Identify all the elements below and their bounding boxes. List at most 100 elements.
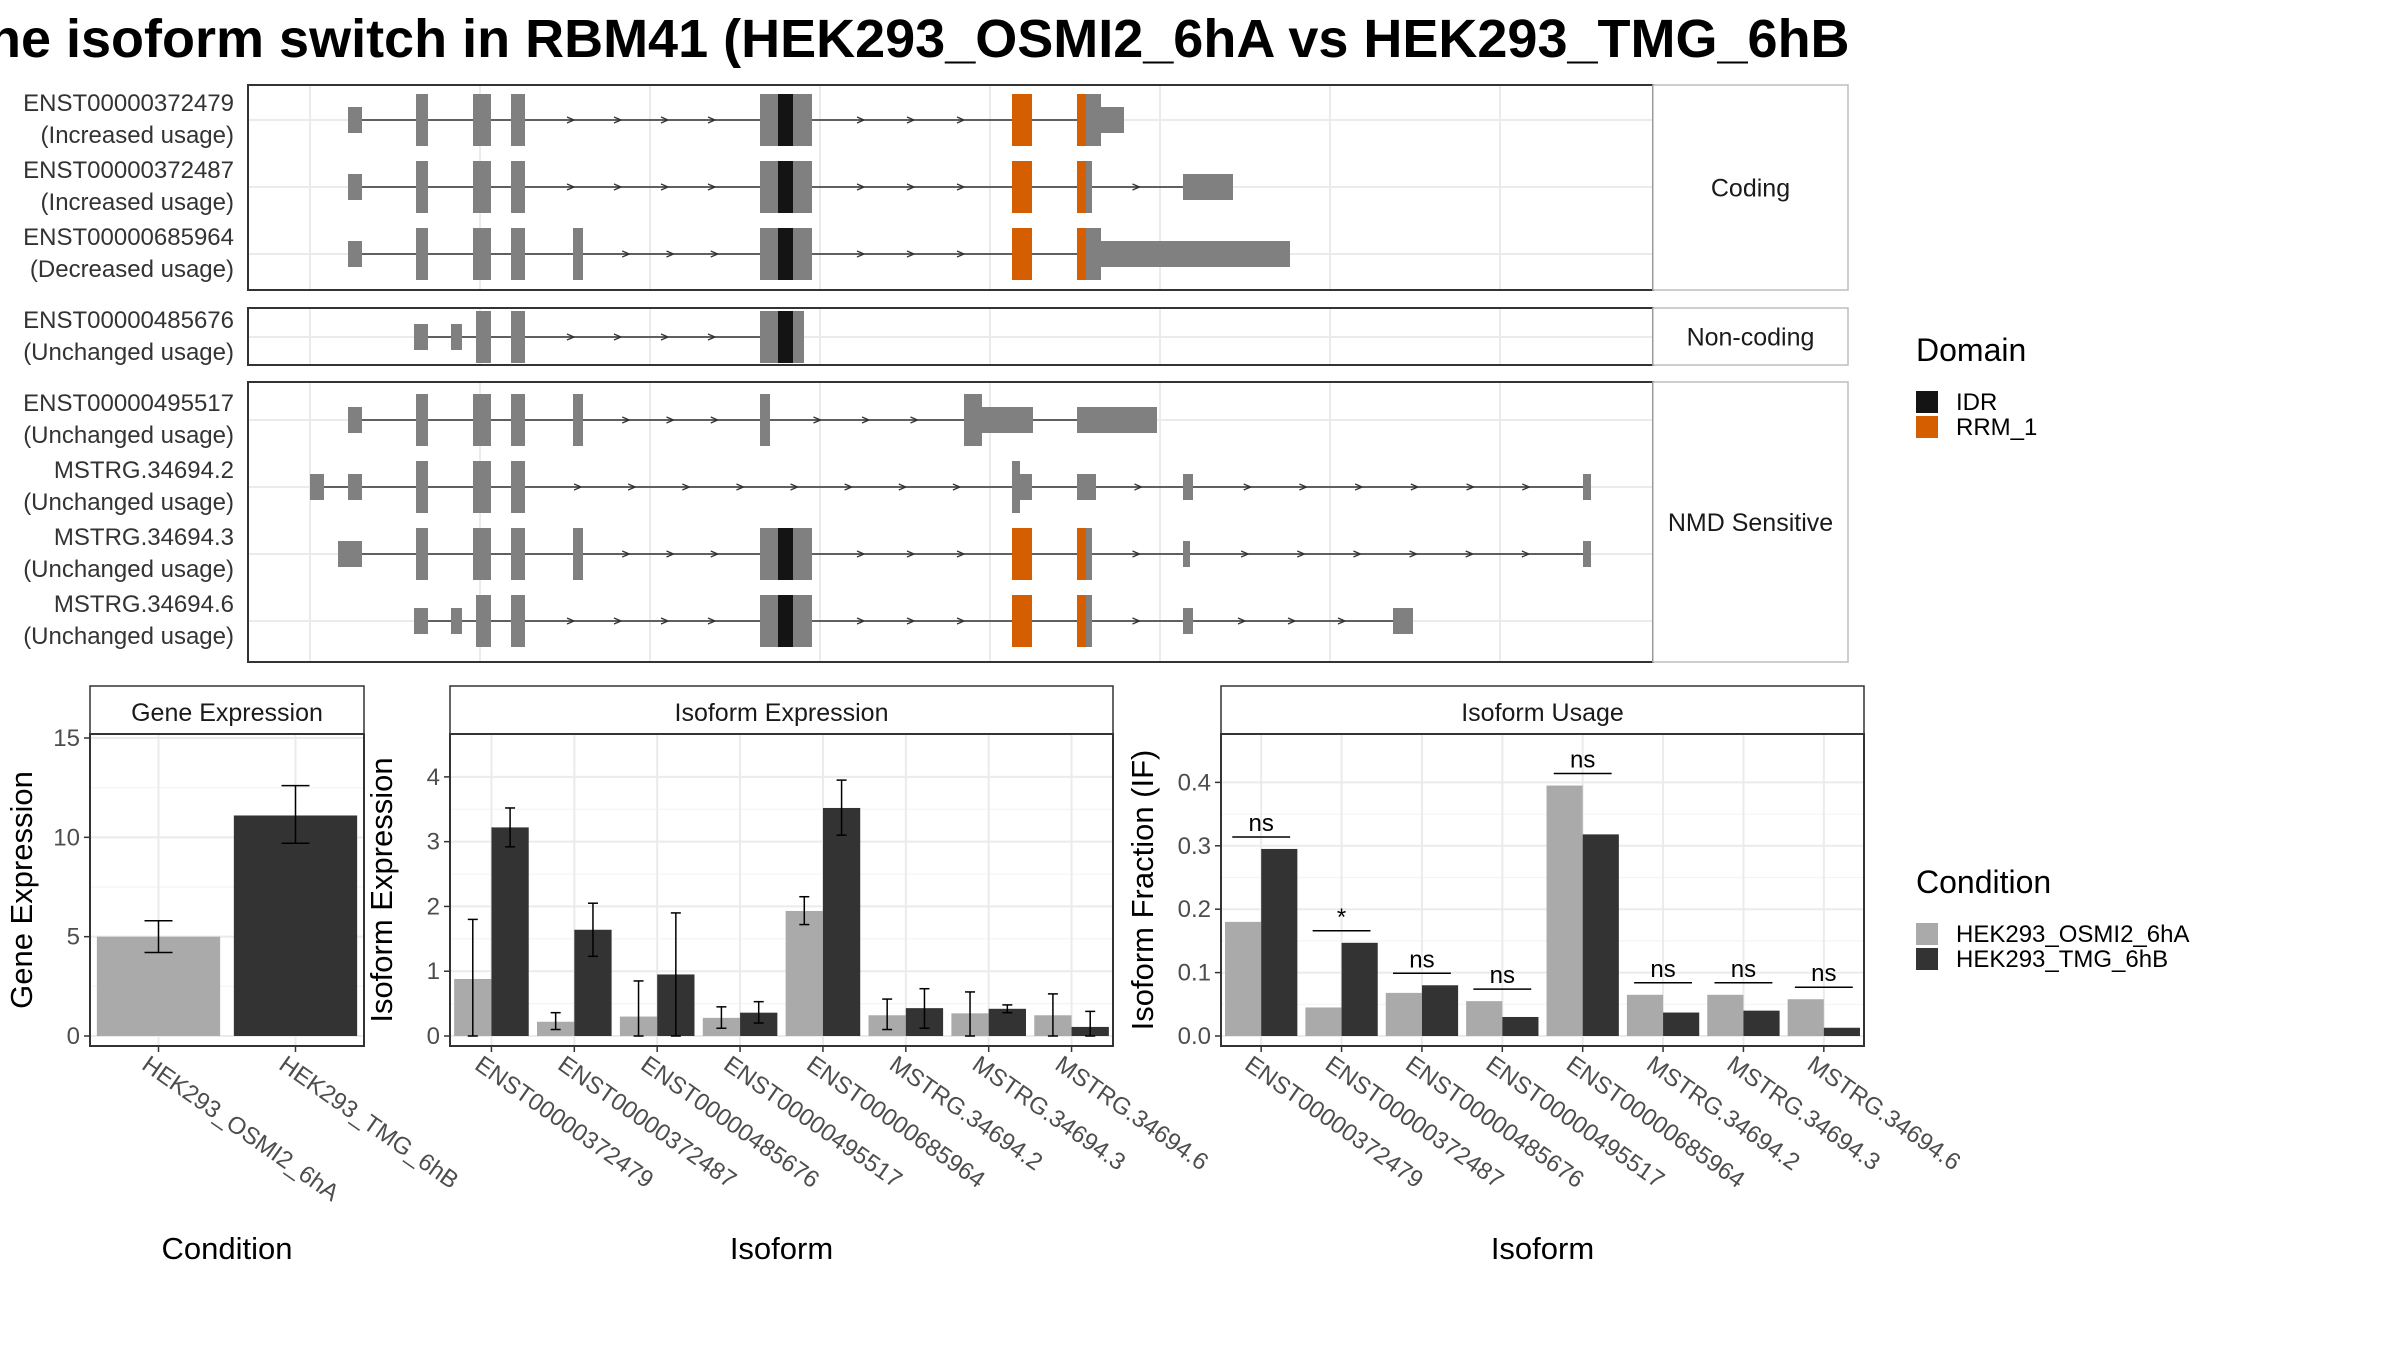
domain-rrm-1 [1077, 228, 1086, 280]
exon [793, 528, 812, 580]
exon [964, 394, 982, 446]
intron-arrow [621, 416, 631, 424]
exon [1086, 228, 1101, 280]
exon [573, 394, 583, 446]
exon [1101, 241, 1290, 267]
domain-rrm-1 [1077, 161, 1086, 213]
facet-strip [1652, 307, 1849, 366]
intron-arrow [844, 483, 854, 491]
exon [793, 94, 812, 146]
exon [1086, 161, 1092, 213]
chart-isoform-usage: Isoform UsagensENST00000372479*ENST00000… [1125, 685, 1965, 1266]
intron-arrow [666, 550, 676, 558]
exon [348, 407, 362, 433]
exon [473, 394, 491, 446]
y-tick-label: 5 [67, 924, 80, 951]
exon [793, 311, 804, 363]
chart-strip [449, 685, 1114, 735]
exon [473, 461, 491, 513]
transcript-usage: (Unchanged usage) [23, 623, 234, 650]
y-tick-label: 0.1 [1178, 960, 1211, 987]
intron-arrow [952, 483, 962, 491]
exon [982, 407, 1033, 433]
exon [760, 394, 770, 446]
y-axis-label: Isoform Expression [364, 757, 399, 1022]
intron-arrow [1134, 483, 1144, 491]
legend-swatch [1916, 948, 1938, 970]
y-axis-label: Isoform Fraction (IF) [1125, 750, 1160, 1031]
intron-arrow [906, 550, 916, 558]
intron-arrow [707, 333, 717, 341]
domain-rrm-1 [1012, 528, 1032, 580]
bar [1707, 994, 1744, 1036]
exon [473, 94, 491, 146]
bar [1261, 848, 1298, 1036]
exon [338, 541, 362, 567]
exon [1101, 107, 1124, 133]
exon [760, 595, 778, 647]
intron-arrow [906, 617, 916, 625]
intron-arrow [710, 250, 720, 258]
transcript-row: MSTRG.34694.2 (Unchanged usage) [23, 457, 1591, 516]
exon [1086, 595, 1092, 647]
exon [416, 528, 428, 580]
intron-arrow [660, 333, 670, 341]
exon [348, 107, 362, 133]
intron-arrow [906, 116, 916, 124]
transcript-id: ENST00000495517 [23, 390, 234, 417]
bar [1385, 992, 1422, 1036]
intron-arrow [856, 183, 866, 191]
exon [760, 528, 778, 580]
transcript-row: ENST00000372479 (Increased usage) [23, 90, 1124, 149]
figure-title: he isoform switch in RBM41 (HEK293_OSMI2… [0, 9, 1850, 69]
transcript-id: MSTRG.34694.3 [54, 524, 234, 551]
transcript-id: ENST00000372479 [23, 90, 234, 117]
intron-arrow [956, 550, 966, 558]
exon [1086, 528, 1092, 580]
legend-title: Condition [1916, 864, 2051, 900]
y-tick-label: 3 [427, 829, 440, 856]
exon [793, 595, 812, 647]
y-tick-label: 0.4 [1178, 769, 1211, 796]
transcript-row: MSTRG.34694.3 (Unchanged usage) [23, 524, 1591, 583]
significance-label: ns [1811, 960, 1836, 987]
bar [1502, 1016, 1539, 1036]
domain-rrm-1 [1012, 161, 1032, 213]
x-axis-label: Condition [162, 1231, 293, 1266]
intron-arrow [710, 416, 720, 424]
transcript-usage: (Unchanged usage) [23, 339, 234, 366]
bar [1787, 999, 1824, 1036]
exon [414, 608, 428, 634]
intron-arrow [627, 483, 637, 491]
exon [1012, 461, 1020, 513]
intron-arrow [1132, 550, 1142, 558]
exon [1183, 174, 1233, 200]
exon [1583, 474, 1591, 500]
chart-strip [1220, 685, 1865, 735]
intron-arrow [910, 416, 920, 424]
intron-arrow [813, 416, 823, 424]
transcript-panel: NMD Sensitive ENST00000495517 (Unchanged u… [23, 381, 1849, 663]
y-tick-label: 10 [53, 824, 80, 851]
chart-title: Isoform Usage [1461, 699, 1624, 727]
chart-frame [449, 733, 1114, 1047]
significance-label: ns [1731, 956, 1756, 983]
intron-arrow [1465, 550, 1475, 558]
exon [793, 228, 812, 280]
intron-arrow [1466, 483, 1476, 491]
exon [511, 528, 525, 580]
exon [760, 94, 778, 146]
transcript-usage: (Unchanged usage) [23, 489, 234, 516]
exon [511, 311, 525, 363]
domain-rrm-1 [1012, 595, 1032, 647]
bar [1663, 1012, 1700, 1036]
x-axis-label: Isoform [730, 1231, 833, 1266]
transcript-id: MSTRG.34694.6 [54, 591, 234, 618]
intron-arrow [613, 183, 623, 191]
legend-label: RRM_1 [1956, 414, 2037, 441]
intron-arrow [1337, 617, 1347, 625]
bar [785, 910, 823, 1036]
